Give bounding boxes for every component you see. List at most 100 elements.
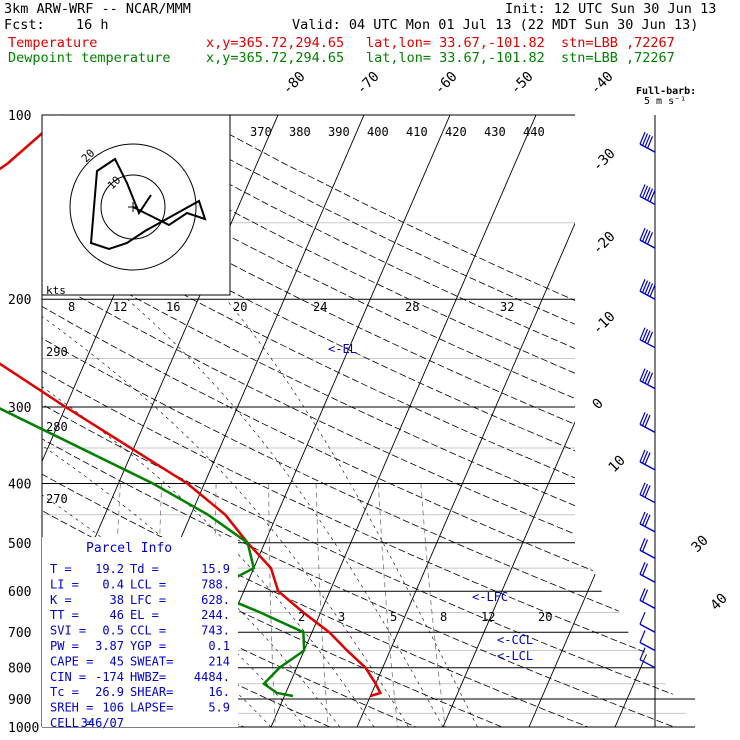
pressure-tick-label: 600	[8, 585, 31, 600]
mixing-ratio-top-label: 32	[500, 300, 514, 314]
valid-time: Valid: 04 UTC Mon 01 Jul 13 (22 MDT Sun …	[292, 17, 699, 33]
wind-barb-flag	[639, 278, 646, 292]
parcel-field-label: CIN =	[50, 670, 86, 684]
dry-adiabat-line	[42, 115, 695, 727]
theta-side-label: 290	[46, 345, 68, 359]
isotherm-label: -70	[354, 69, 383, 98]
parcel-field-label: HWBZ=	[130, 670, 166, 684]
isotherm-label: -60	[432, 69, 461, 98]
wind-barb-flag	[644, 452, 651, 465]
parcel-field-label: LCL =	[130, 577, 166, 591]
mixing-ratio-top-label: 12	[113, 300, 127, 314]
theta-label: 370	[250, 125, 272, 139]
isotherm-label: 30	[689, 533, 712, 556]
pressure-tick-label: 500	[8, 537, 31, 552]
theta-label: 390	[328, 125, 350, 139]
parcel-field-label: LFC =	[130, 593, 166, 607]
dewpoint-stn: stn=LBB ,72267	[561, 50, 675, 66]
wind-barb-flag	[639, 611, 646, 625]
dry-adiabat-line	[42, 115, 695, 727]
theta-label: 380	[289, 125, 311, 139]
parcel-field-label: SHEAR=	[130, 685, 173, 699]
wind-barb-flag	[644, 514, 651, 527]
parcel-field-value: 0.1	[208, 639, 230, 653]
mixing-ratio-top-label: 24	[313, 300, 327, 314]
pressure-tick-label: 300	[8, 401, 31, 416]
pressure-tick-label: 100	[8, 109, 31, 124]
wind-barb-shaft	[639, 641, 656, 652]
parcel-info-title: Parcel Info	[86, 541, 172, 556]
parcel-field-value: 15.9	[201, 562, 230, 576]
wind-barb-flag	[639, 588, 646, 601]
parcel-field-value: 788.	[201, 577, 230, 591]
wind-barb-shaft	[639, 623, 656, 633]
dewpoint-xy: x,y=365.72,294.65	[206, 50, 345, 66]
wind-barb-flag	[644, 485, 651, 498]
parcel-field-value: 38	[110, 593, 124, 607]
parcel-field-value: 5.9	[208, 701, 230, 715]
dry-adiabat-line	[42, 115, 675, 727]
theta-label: 440	[523, 125, 545, 139]
parcel-field-label: SREH =	[50, 701, 93, 715]
mixing-ratio-line	[315, 483, 329, 727]
isotherm-label: -30	[590, 146, 619, 175]
parcel-field-label: LAPSE=	[130, 701, 173, 715]
isotherm-line	[614, 115, 695, 727]
pressure-tick-label: 400	[8, 477, 31, 492]
wind-barb-flag	[641, 483, 649, 497]
wind-barb-flag	[644, 414, 651, 428]
wind-barb-flag	[641, 185, 649, 199]
parcel-field-label: CELL =	[50, 716, 93, 730]
parcel-field-value: 26.9	[95, 685, 124, 699]
wind-barb-flag	[639, 227, 646, 241]
mixing-ratio-line	[378, 483, 398, 727]
wind-barb-flag	[646, 136, 654, 149]
level-marker-label: <-CCL	[497, 633, 533, 647]
wind-barb-flag	[644, 134, 651, 148]
temperature-latlon: lat,lon= 33.67,-101.82	[366, 35, 545, 51]
parcel-field-value: 0.4	[102, 577, 124, 591]
wind-barb-flag	[639, 368, 646, 381]
wind-barb-flag	[641, 369, 649, 383]
mixing-ratio-top-label: 20	[233, 300, 247, 314]
parcel-field-value: 106	[102, 701, 124, 715]
theta-side-label: 270	[46, 492, 68, 506]
isotherm-line	[356, 115, 623, 727]
model-title: 3km ARW-WRF -- NCAR/MMM	[4, 1, 191, 17]
mixing-ratio-top-label: 28	[405, 300, 419, 314]
hodograph-ring-20	[69, 143, 197, 271]
wind-barb-flag	[641, 413, 649, 426]
parcel-field-label: PW =	[50, 639, 79, 653]
parcel-field-value: 45	[110, 654, 124, 668]
parcel-field-value: 214	[208, 654, 230, 668]
wind-barb-flag	[641, 563, 649, 576]
wind-barb-flag	[639, 412, 646, 425]
isotherm-line	[270, 115, 537, 727]
mixing-ratio-top-label: 16	[166, 300, 180, 314]
parcel-field-label: K =	[50, 593, 72, 607]
isotherm-label: -50	[508, 69, 537, 98]
parcel-field-label: T =	[50, 562, 72, 576]
wind-barb-flag	[639, 630, 646, 643]
dry-adiabat-line	[42, 115, 695, 727]
dry-adiabat-line	[42, 115, 417, 727]
wind-barb-flag	[646, 188, 654, 201]
parcel-field-value: 346/07	[81, 716, 124, 730]
wind-barb-flag	[641, 280, 649, 293]
dry-adiabat-line	[42, 115, 695, 727]
wind-barb-flag	[644, 330, 651, 343]
parcel-field-value: 628.	[201, 593, 230, 607]
parcel-field-label: Td =	[130, 562, 159, 576]
hodograph-trace	[89, 157, 207, 251]
wind-barb-flag	[639, 647, 646, 660]
mixing-ratio-bottom-label: 2	[298, 610, 305, 624]
parcel-field-label: YGP =	[130, 639, 166, 653]
wind-barb-flag	[641, 450, 649, 464]
isotherm-label: -40	[588, 69, 617, 98]
dewpoint-trace	[0, 407, 306, 698]
wind-barb-flag	[646, 232, 654, 245]
mixing-ratio-bottom-label: 8	[440, 610, 447, 624]
theta-label: 430	[484, 125, 506, 139]
isotherm-label: -10	[590, 309, 619, 338]
